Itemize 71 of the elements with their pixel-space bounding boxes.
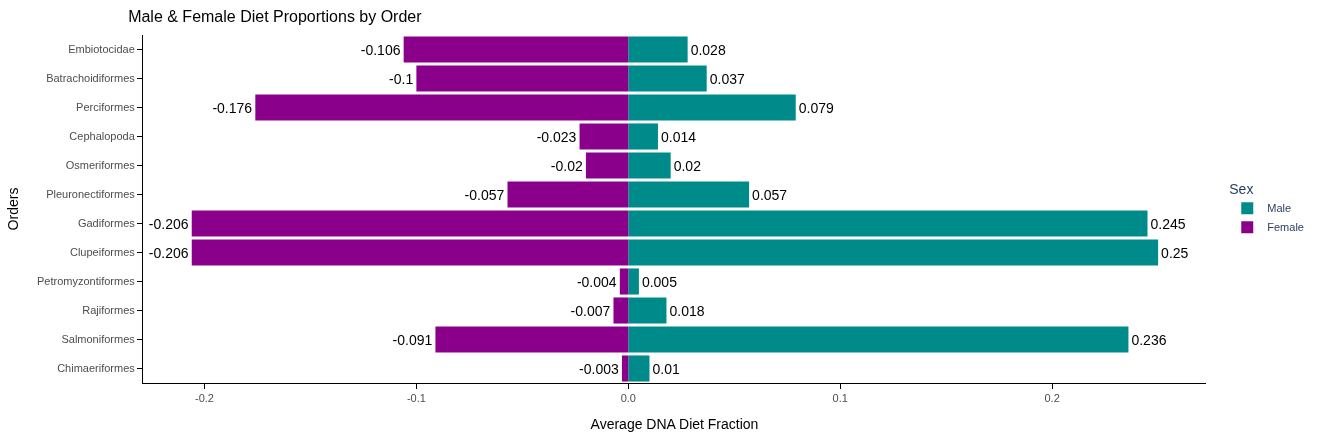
x-tick-label: 0.0 [620,392,636,405]
bar [585,152,629,179]
data-label: -0.206 [148,244,189,261]
y-tick-label: Osmeriformes [65,159,136,172]
legend-title: Sex [1229,180,1254,197]
bar [628,123,658,150]
data-label: 0.25 [1161,244,1189,261]
data-label: -0.004 [576,273,617,290]
data-label: -0.176 [212,99,253,116]
data-label: -0.106 [360,41,401,58]
bar [628,355,650,382]
data-label: 0.01 [652,360,680,377]
data-label: -0.057 [464,186,505,203]
bar [403,36,629,63]
x-tick-label: 0.1 [832,392,848,405]
bar [613,297,629,324]
bar [628,94,796,121]
x-tick-label: -0.2 [194,392,214,405]
chart-title: Male & Female Diet Proportions by Order [128,8,423,26]
data-label: 0.014 [660,128,697,145]
y-tick-label: Gadiformes [77,217,136,230]
bar [628,152,671,179]
y-tick-label: Batrachoidiformes [46,72,136,85]
data-label: 0.236 [1131,331,1167,348]
y-tick-label: Embiotocidae [68,43,135,56]
data-label: 0.028 [690,41,726,58]
bar [628,326,1129,353]
data-label: -0.003 [579,360,619,377]
legend-label: Male [1267,202,1292,215]
y-tick-label: Rajiformes [82,304,136,317]
bar [628,297,667,324]
bar [255,94,629,121]
data-label: 0.018 [669,302,705,319]
x-tick-label: -0.1 [406,392,426,405]
data-label: -0.1 [389,70,414,87]
data-label: 0.057 [752,186,788,203]
legend-label: Female [1267,221,1304,234]
bar [579,123,629,150]
bar [507,181,629,208]
bar [628,239,1159,266]
y-tick-label: Salmoniformes [61,333,136,346]
bar [628,65,707,92]
x-axis-title: Average DNA Diet Fraction [590,415,759,432]
y-axis-title: Orders [4,187,21,231]
bar [191,239,629,266]
x-tick-label: 0.2 [1044,392,1060,405]
bar [621,355,629,382]
bar [191,210,629,237]
data-label: 0.02 [673,157,702,174]
y-tick-label: Clupeiformes [69,246,136,259]
data-label: 0.245 [1150,215,1186,232]
data-label: 0.005 [641,273,678,290]
bar [435,326,629,353]
bar [628,268,639,295]
y-tick-label: Pleuronectiformes [46,188,136,201]
data-label: -0.023 [536,128,577,145]
data-label: -0.206 [148,215,189,232]
data-label: 0.079 [798,99,834,116]
y-tick-label: Cephalopoda [69,130,136,143]
bar [619,268,629,295]
y-tick-label: Petromyzontiformes [36,275,136,288]
bar [628,210,1148,237]
data-label: -0.007 [570,302,611,319]
y-tick-label: Chimaeriformes [57,362,136,375]
data-label: -0.091 [392,331,433,348]
data-label: -0.02 [550,157,583,174]
bar [628,36,688,63]
data-label: 0.037 [709,70,745,87]
bar [628,181,750,208]
y-tick-label: Perciformes [76,101,136,114]
bar [416,65,629,92]
